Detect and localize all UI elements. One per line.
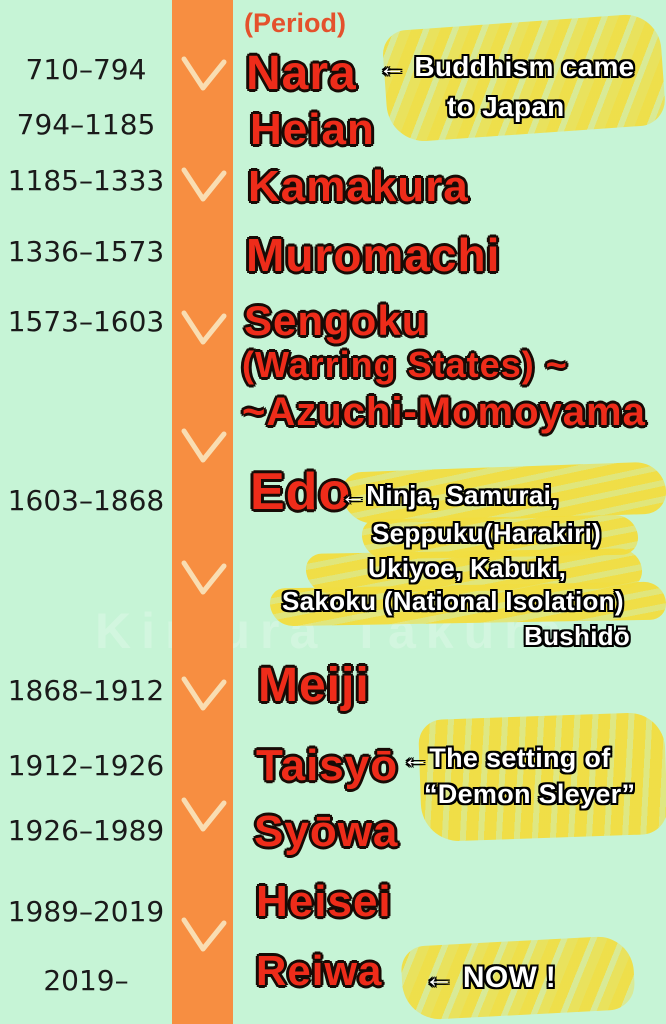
date-taisyo: 1912–1926 (7, 749, 165, 782)
edo-annotation-line2: Seppuku(Harakiri) (372, 518, 602, 548)
down-chevron-icon (181, 676, 227, 711)
edo-annotation-line5: Bushidō (524, 621, 631, 651)
period-edo: Edo (250, 463, 352, 521)
taisyo-annotation-line2: “Demon Sleyer” (424, 779, 636, 809)
period-syowa: Syōwa (254, 807, 399, 856)
date-edo: 1603–1868 (7, 484, 165, 517)
highlight-scribble-taisyo (417, 711, 666, 843)
nara-annotation-line1: ← Buddhism came (378, 51, 635, 82)
edo-annotation-line3: Ukiyoe, Kabuki, (368, 553, 567, 583)
down-chevron-icon (181, 797, 227, 832)
date-reiwa: 2019– (43, 964, 129, 997)
nara-annotation-line2: to Japan (447, 91, 565, 122)
date-kamakura: 1185–1333 (7, 164, 165, 197)
down-chevron-icon (181, 428, 227, 463)
period-column-label: (Period) (244, 8, 347, 38)
period-heisei: Heisei (256, 877, 392, 926)
down-chevron-icon (181, 310, 227, 345)
date-muromachi: 1336–1573 (7, 235, 165, 268)
down-chevron-icon (181, 56, 227, 91)
taisyo-annotation-line1: ←The setting of (402, 743, 611, 773)
period-taisyo: Taisyō (256, 741, 399, 790)
edo-annotation-line1: ←Ninja, Samurai, (340, 480, 559, 510)
date-heian: 794–1185 (16, 108, 156, 141)
date-meiji: 1868–1912 (7, 674, 165, 707)
edo-annotation-line4: Sakoku (National Isolation) (282, 586, 624, 616)
period-sengoku-line3: ~Azuchi-Momoyama (242, 390, 646, 434)
down-chevron-icon (181, 167, 227, 202)
reiwa-annotation-line1: ← NOW ! (424, 961, 557, 994)
down-chevron-icon (181, 560, 227, 595)
period-muromachi: Muromachi (246, 229, 501, 281)
period-sengoku-line1: Sengoku (244, 297, 429, 344)
period-nara: Nara (246, 47, 357, 100)
period-heian: Heian (250, 105, 375, 154)
date-syowa: 1926–1989 (7, 814, 165, 847)
period-meiji: Meiji (258, 659, 370, 712)
timeline-bar (172, 0, 233, 1024)
date-heisei: 1989–2019 (7, 895, 165, 928)
period-kamakura: Kamakura (248, 162, 469, 211)
date-sengoku: 1573–1603 (7, 305, 165, 338)
period-reiwa: Reiwa (256, 947, 383, 994)
down-chevron-icon (181, 917, 227, 952)
date-nara: 710–794 (25, 53, 147, 86)
period-sengoku-line2: (Warring States) ~ (242, 344, 568, 385)
